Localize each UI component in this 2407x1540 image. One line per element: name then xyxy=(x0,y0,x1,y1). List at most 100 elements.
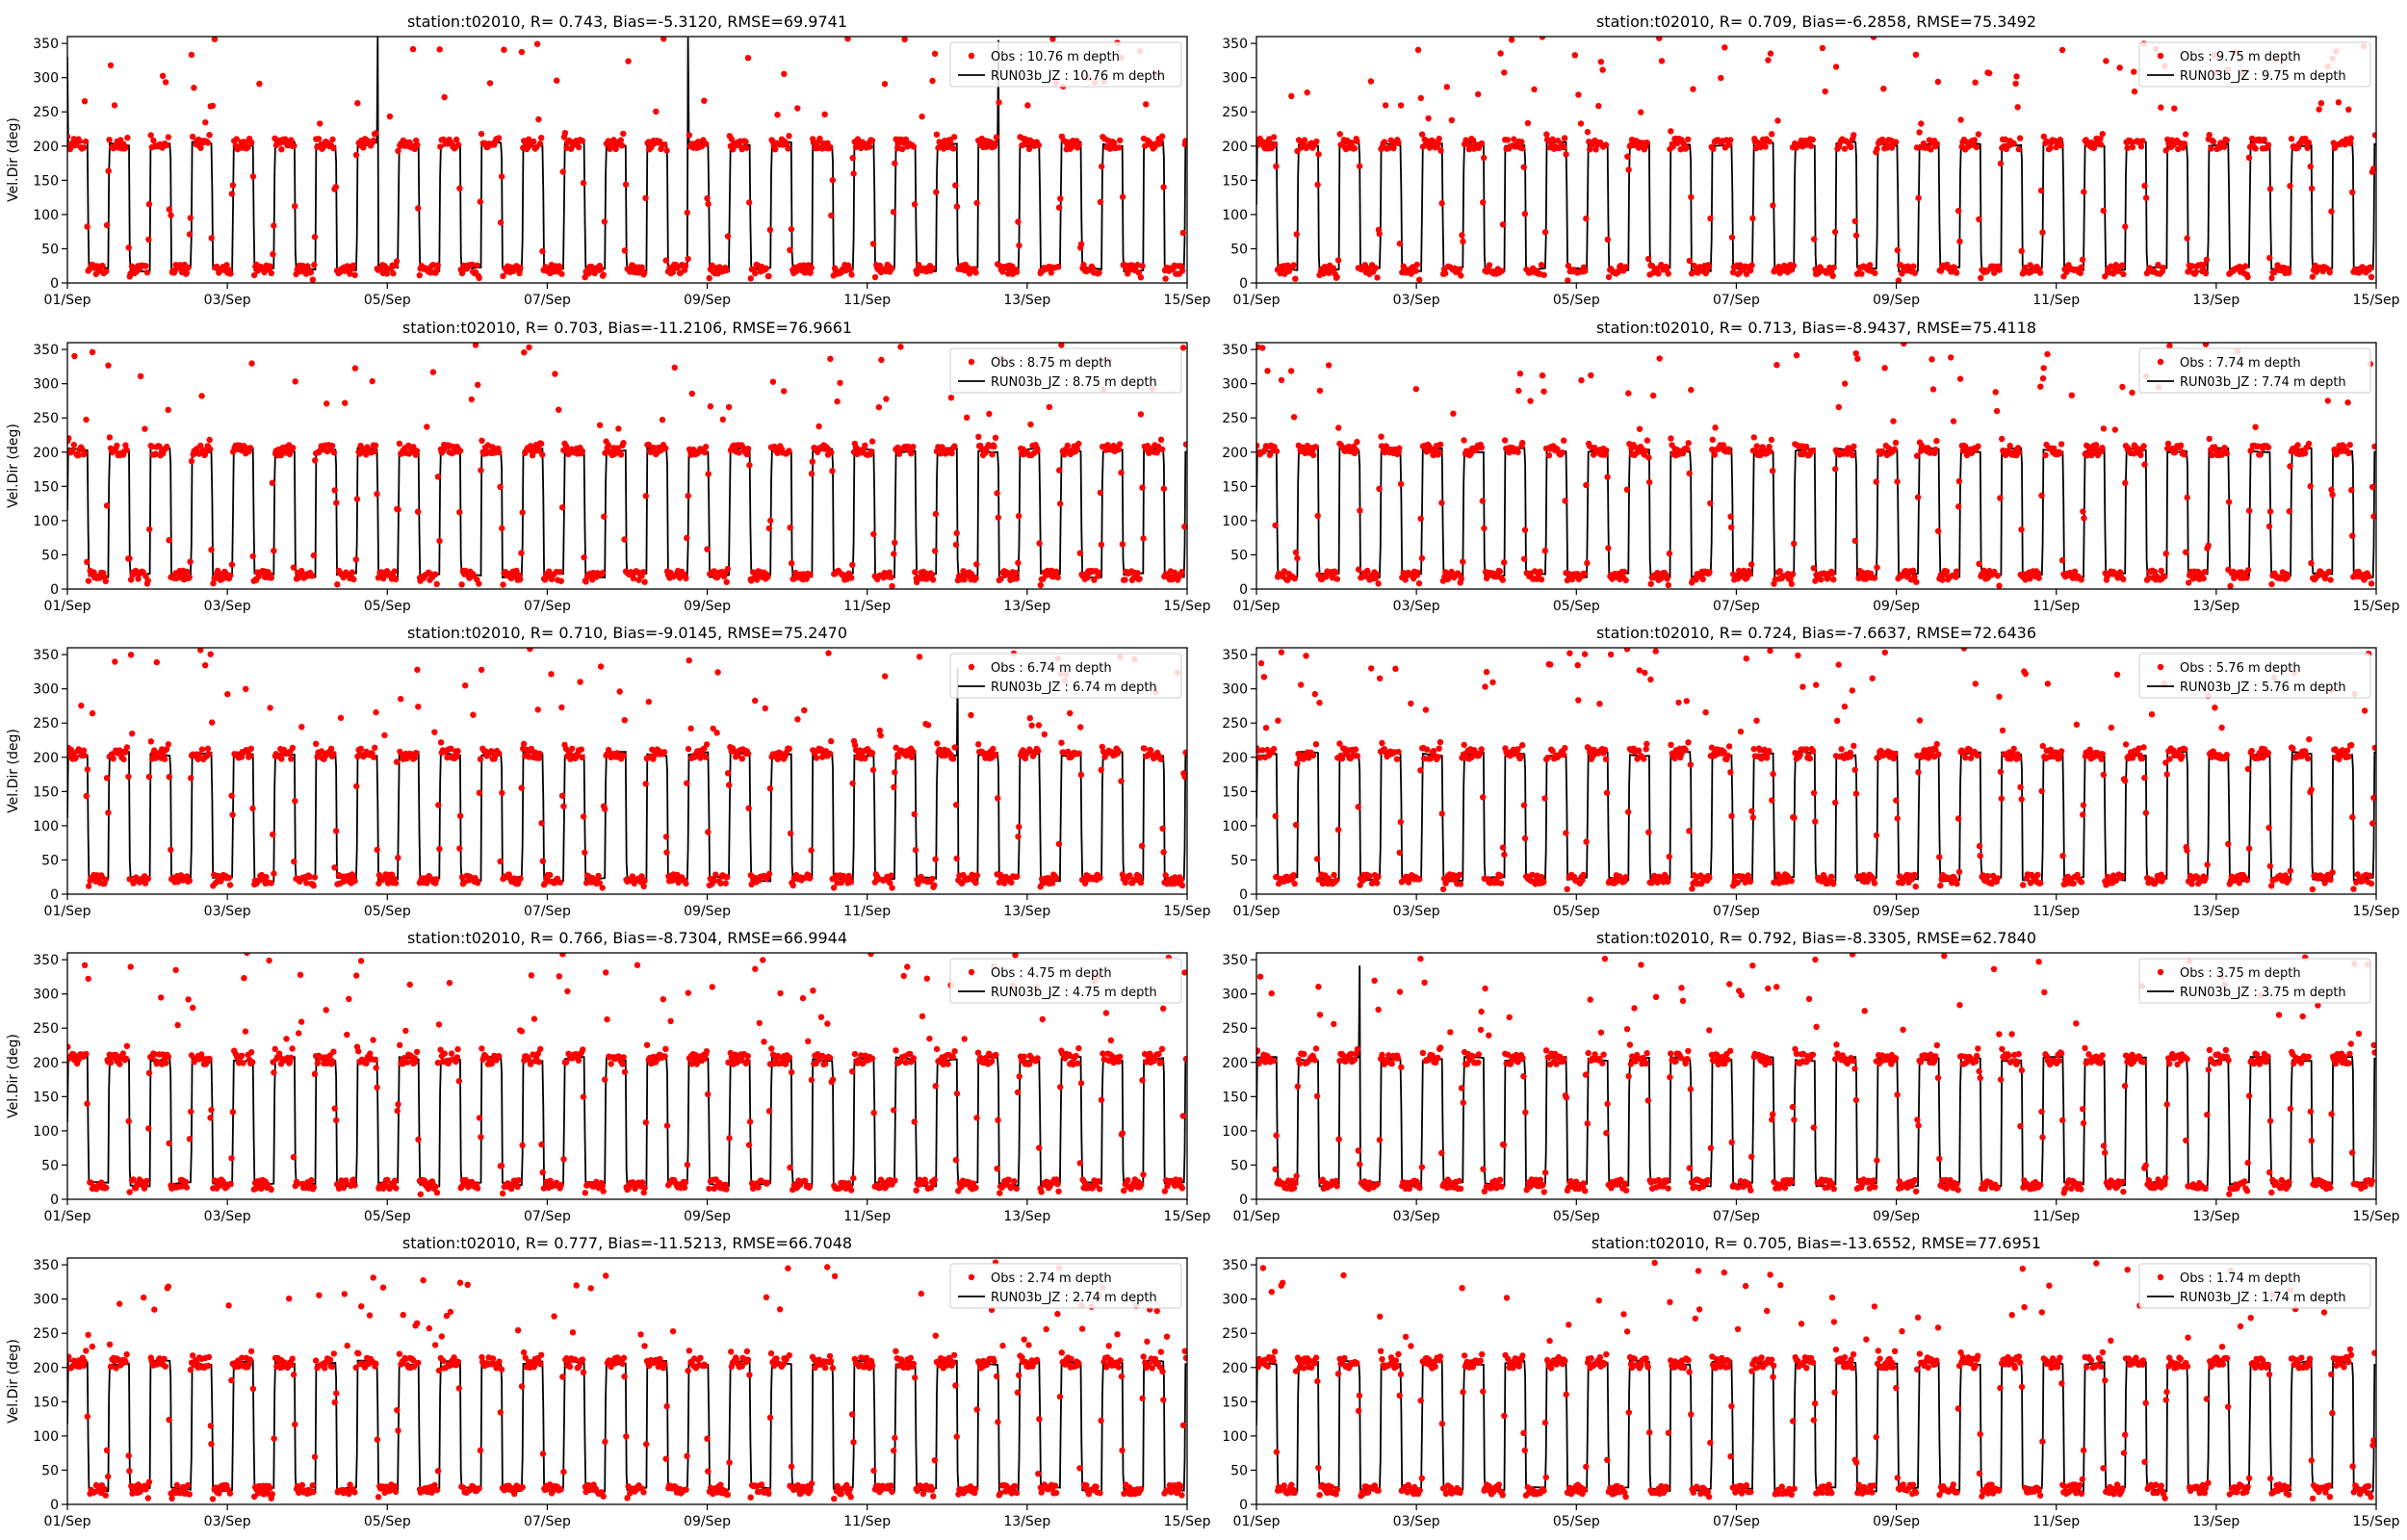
obs-point xyxy=(1583,838,1590,845)
obs-point xyxy=(888,574,894,580)
legend-obs-label: Obs : 10.76 m depth xyxy=(991,50,1120,64)
obs-point xyxy=(1501,851,1508,859)
obs-point xyxy=(350,576,357,583)
obs-point xyxy=(579,754,585,761)
obs-point xyxy=(1097,198,1104,206)
obs-point xyxy=(581,554,587,561)
obs-point xyxy=(1290,872,1297,879)
obs-point xyxy=(948,449,955,457)
obs-point xyxy=(123,447,130,453)
obs-point xyxy=(914,270,920,277)
obs-point xyxy=(809,458,815,465)
obs-point xyxy=(908,754,916,760)
obs-point xyxy=(2018,247,2025,254)
obs-point xyxy=(911,810,918,818)
obs-point xyxy=(2058,141,2064,149)
obs-point xyxy=(2268,580,2275,588)
obs-point xyxy=(2286,508,2292,515)
obs-point xyxy=(144,578,151,584)
obs-point xyxy=(1929,386,1937,393)
obs-point xyxy=(224,691,231,698)
obs-point xyxy=(288,137,295,143)
obs-point xyxy=(724,233,732,240)
obs-point xyxy=(126,876,133,883)
obs-point xyxy=(1549,136,1556,142)
obs-point xyxy=(324,400,330,407)
obs-point xyxy=(2325,568,2333,576)
obs-point xyxy=(702,754,709,760)
obs-point xyxy=(1436,449,1443,456)
obs-point xyxy=(1435,140,1442,147)
legend-box xyxy=(2138,347,2371,394)
obs-point xyxy=(548,671,555,678)
obs-point xyxy=(69,448,76,454)
x-tick-label: 07/Sep xyxy=(1713,293,1760,308)
y-tick-label: 350 xyxy=(33,648,59,663)
obs-point xyxy=(2210,139,2217,145)
obs-point xyxy=(1418,554,1426,562)
obs-point xyxy=(1077,771,1085,779)
obs-point xyxy=(752,697,759,705)
obs-point xyxy=(1316,387,1324,395)
obs-point xyxy=(2042,451,2049,459)
obs-point xyxy=(1596,139,1604,146)
obs-point xyxy=(789,560,795,567)
obs-point xyxy=(123,744,131,751)
obs-point xyxy=(2002,136,2008,142)
obs-point xyxy=(1849,451,1856,459)
obs-point xyxy=(1396,445,1403,451)
obs-point xyxy=(2012,80,2019,88)
obs-point xyxy=(808,847,815,854)
obs-point xyxy=(1832,64,1840,70)
obs-point xyxy=(817,746,825,753)
subplot-title: station:t02010, R= 0.703, Bias=-11.2106,… xyxy=(402,319,852,337)
obs-point xyxy=(993,134,1000,141)
obs-point xyxy=(2268,274,2275,282)
obs-point xyxy=(2227,582,2234,589)
obs-point xyxy=(2139,138,2146,144)
obs-point xyxy=(84,558,91,565)
y-tick-label: 50 xyxy=(1230,242,1248,257)
obs-point xyxy=(617,137,624,143)
obs-point xyxy=(311,874,319,881)
obs-point xyxy=(248,140,255,146)
obs-point xyxy=(526,344,532,351)
obs-point xyxy=(1436,738,1444,746)
obs-point xyxy=(972,270,979,276)
obs-point xyxy=(477,756,484,762)
obs-point xyxy=(562,443,570,449)
plot-area xyxy=(1256,648,2376,893)
obs-point xyxy=(1256,747,1261,754)
obs-point xyxy=(1521,526,1529,533)
obs-point xyxy=(710,725,716,732)
obs-point xyxy=(517,576,524,583)
obs-point xyxy=(1422,706,1430,713)
obs-point xyxy=(1971,137,1978,143)
obs-point xyxy=(1098,541,1105,548)
obs-point xyxy=(1035,722,1043,729)
obs-point xyxy=(704,546,711,552)
obs-point xyxy=(433,580,440,587)
obs-point xyxy=(1584,128,1592,136)
obs-point xyxy=(641,877,648,885)
obs-point xyxy=(625,58,632,64)
obs-point xyxy=(538,820,545,827)
obs-point xyxy=(1537,568,1543,575)
obs-point xyxy=(1975,443,1981,449)
obs-point xyxy=(271,870,277,877)
obs-point xyxy=(972,575,979,582)
x-tick-label: 05/Sep xyxy=(1553,599,1600,614)
obs-point xyxy=(539,247,546,255)
obs-point xyxy=(1334,257,1342,264)
obs-point xyxy=(787,246,793,253)
y-tick-label: 300 xyxy=(1222,377,1248,393)
obs-point xyxy=(2202,343,2210,347)
obs-point xyxy=(556,265,563,271)
obs-point xyxy=(1688,386,1695,394)
obs-point xyxy=(85,578,92,584)
obs-point xyxy=(1918,120,1925,127)
obs-point xyxy=(669,269,677,276)
obs-point xyxy=(497,483,504,490)
obs-point xyxy=(1531,86,1538,93)
obs-point xyxy=(1718,74,1724,82)
